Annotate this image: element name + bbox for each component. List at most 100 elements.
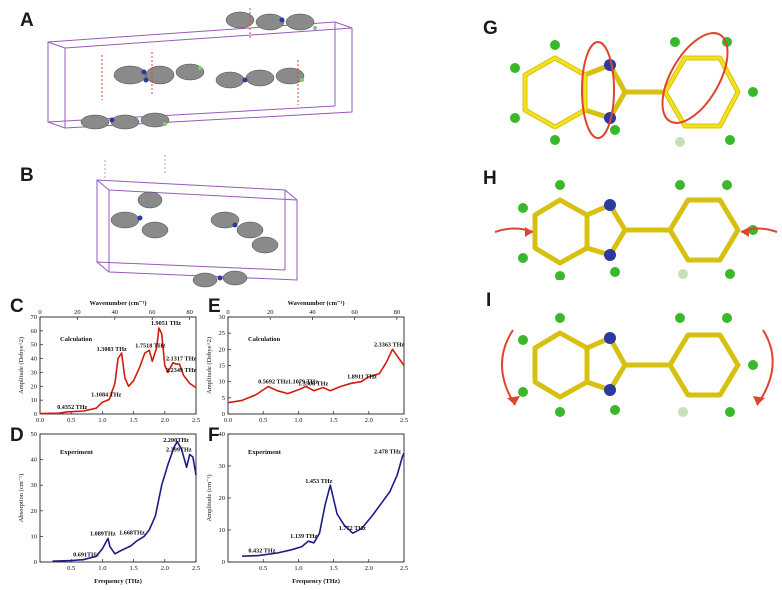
spectrum-line	[242, 452, 405, 557]
x-tick-label: 2.0	[365, 417, 373, 424]
panel-label-c: C	[10, 296, 24, 317]
x-tick-label: 1.0	[98, 417, 106, 424]
chart-d-experimental-spectrum: 0.5 1.0 1.5 2.0 2.5 0 10 20 30 40 50 Frequency (THz…	[18, 431, 200, 585]
vibration-mode-h-image	[495, 180, 778, 280]
peak-label: 2.1317 THz	[166, 356, 196, 363]
peak-label: 1.453 THz	[305, 478, 332, 485]
y-tick-label: 10	[219, 527, 226, 534]
top-tick-label: 0	[226, 309, 229, 316]
peak-label: 1.1084 THz	[91, 391, 121, 398]
x-tick-label: 1.5	[330, 565, 338, 572]
y-tick-label: 40	[219, 431, 226, 438]
peak-label: 2.200THz	[163, 437, 189, 444]
x-tick-label: 2.5	[192, 565, 200, 572]
x-tick-label: 0.0	[224, 417, 232, 424]
x-tick-label: 1.0	[294, 417, 302, 424]
series-name-label: Calculation	[248, 336, 281, 343]
y-tick-label: 20	[219, 346, 226, 353]
series-name-label: Experiment	[248, 449, 282, 456]
top-tick-label: 0	[38, 309, 41, 316]
peak-label: 1.9051 THz	[151, 320, 181, 327]
chart-f-experimental-spectrum: 0.5 1.0 1.5 2.0 2.5 0 10 20 30 40 Frequency (THz) A…	[206, 431, 408, 585]
peak-label: 1.668THz	[119, 529, 145, 536]
x-tick-label: 0.0	[36, 417, 44, 424]
peak-label: 2.399THz	[166, 446, 192, 453]
y-tick-label: 0	[222, 559, 225, 566]
y-tick-label: 20	[31, 383, 38, 390]
y-tick-label: 40	[31, 457, 38, 464]
y-tick-label: 70	[31, 314, 38, 321]
y-tick-label: 25	[219, 330, 226, 337]
y-tick-label: 10	[219, 379, 226, 386]
y-tick-label: 30	[219, 463, 226, 470]
y-tick-label: 0	[34, 411, 37, 418]
plot-frame	[39, 433, 197, 563]
top-tick-label: 20	[267, 309, 274, 316]
x-tick-label: 2.5	[400, 417, 408, 424]
peak-label: 1.3506 THz	[298, 380, 328, 387]
y-axis-label: Amplitude (Debye^2)	[206, 337, 213, 394]
peak-label: 2.3363 THz	[374, 341, 404, 348]
top-axis-label: Wavenumber (cm⁻¹)	[287, 300, 344, 307]
peak-label: 0.5692 THz	[258, 379, 288, 386]
x-tick-label: 0.5	[67, 417, 75, 424]
spectrum-line	[39, 327, 197, 415]
x-tick-label: 1.5	[130, 417, 138, 424]
crystal-packing-b-image	[96, 155, 298, 288]
y-tick-label: 20	[219, 495, 226, 502]
y-tick-label: 30	[219, 314, 226, 321]
peak-label: 2.478 THz	[374, 448, 401, 455]
x-tick-label: 2.0	[161, 417, 169, 424]
y-tick-label: 30	[31, 369, 38, 376]
x-tick-label: 1.0	[98, 565, 106, 572]
top-tick-label: 60	[351, 309, 358, 316]
x-tick-label: 1.0	[294, 565, 302, 572]
y-axis-label: Amplitude (cm⁻¹)	[206, 474, 213, 521]
top-tick-label: 80	[186, 309, 193, 316]
peak-label: 2.2349 THz	[166, 367, 196, 374]
y-tick-label: 15	[219, 363, 226, 370]
x-tick-label: 2.0	[161, 565, 169, 572]
y-tick-label: 10	[31, 533, 38, 540]
y-tick-label: 50	[31, 431, 38, 438]
peak-label: 1.3083 THz	[97, 346, 127, 353]
x-tick-label: 0.5	[67, 565, 75, 572]
y-tick-label: 50	[31, 342, 38, 349]
peak-label: 0.432 THz	[248, 548, 275, 555]
x-tick-label: 1.5	[330, 417, 338, 424]
x-axis-label: Frequency (THz)	[292, 578, 340, 585]
top-tick-label: 80	[394, 309, 401, 316]
spectrum-line	[227, 348, 405, 404]
x-tick-label: 0.5	[259, 417, 267, 424]
y-tick-label: 20	[31, 508, 38, 515]
series-name-label: Calculation	[60, 336, 93, 343]
peak-label: 1.089THz	[90, 530, 116, 537]
x-axis-label: Frequency (THz)	[94, 578, 142, 585]
peak-label: 1.772 THz	[339, 525, 366, 532]
peak-label: 1.7518 THz	[135, 342, 165, 349]
top-axis-label: Wavenumber (cm⁻¹)	[89, 300, 146, 307]
panel-label-e: E	[208, 296, 221, 317]
panel-label-a: A	[20, 10, 34, 31]
peak-label: 1.1079 THz	[288, 379, 318, 386]
y-tick-label: 10	[31, 397, 38, 404]
panel-label-g: G	[483, 18, 498, 39]
y-tick-label: 40	[31, 356, 38, 363]
y-tick-label: 5	[222, 395, 225, 402]
crystal-packing-a-image	[47, 8, 353, 130]
peak-label: 1.139 THz	[290, 533, 317, 540]
top-tick-label: 20	[74, 309, 81, 316]
x-tick-label: 2.5	[192, 417, 200, 424]
y-tick-label: 0	[34, 559, 37, 566]
panel-label-d: D	[10, 425, 24, 446]
y-tick-label: 60	[31, 328, 38, 335]
peak-label: 0.691THz	[73, 552, 99, 559]
x-tick-label: 0.5	[259, 565, 267, 572]
panel-label-f: F	[208, 425, 220, 446]
peak-label: 1.8911 THz	[347, 374, 377, 381]
y-axis-label: Absorption (cm⁻¹)	[18, 474, 25, 523]
panel-label-h: H	[483, 168, 497, 189]
x-tick-label: 2.5	[400, 565, 408, 572]
